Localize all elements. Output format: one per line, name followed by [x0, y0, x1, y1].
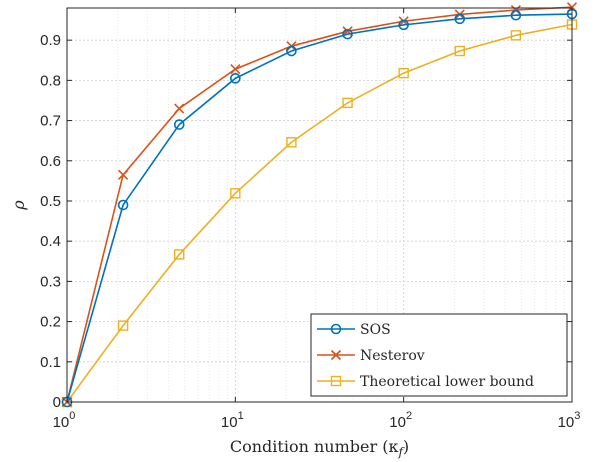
y-tick-label: 0.3	[40, 273, 61, 290]
point-marker	[454, 45, 465, 57]
ticks: 0 0.1 0.2 0.3 0.4 0.5 0.6 0.7 0.8 0.9 100 101 102 103	[40, 8, 580, 431]
point-marker	[118, 169, 129, 180]
y-tick-label: 0.6	[40, 153, 61, 170]
legend: SOS Nesterov Theoretical lower bound	[310, 313, 568, 397]
legend-label: Theoretical lower bound	[360, 374, 534, 390]
point-marker	[454, 13, 466, 25]
legend-item: SOS	[317, 322, 391, 338]
point-marker	[342, 28, 353, 40]
y-tick-label: 0.7	[40, 113, 61, 130]
series-line	[66, 6, 573, 403]
series-line	[66, 23, 573, 403]
x-tick-label: 101	[221, 410, 244, 431]
y-tick-label: 0.9	[40, 32, 61, 49]
legend-label: SOS	[360, 322, 391, 338]
point-marker	[230, 64, 241, 75]
point-marker	[117, 199, 129, 211]
point-marker	[330, 375, 342, 387]
legend-item: Nesterov	[317, 348, 425, 364]
point-marker	[230, 188, 241, 199]
series-sos	[61, 8, 578, 408]
point-marker	[398, 67, 409, 79]
series-layer	[61, 2, 578, 408]
point-marker	[398, 19, 409, 31]
point-marker	[330, 349, 342, 361]
point-marker	[174, 103, 185, 114]
series-line	[66, 13, 573, 403]
point-marker	[510, 9, 522, 21]
y-tick-label: 0.5	[40, 193, 61, 210]
point-marker	[510, 30, 522, 41]
point-marker	[230, 73, 241, 84]
point-marker	[342, 97, 353, 109]
plot-frame	[66, 7, 573, 403]
y-tick-label: 0.2	[40, 314, 61, 331]
series-theoretical-lower-bound	[61, 19, 578, 408]
point-marker	[173, 119, 185, 130]
y-tick-label: 0.8	[40, 72, 61, 89]
point-marker	[286, 137, 297, 148]
x-tick-label: 102	[389, 410, 412, 431]
y-tick-label: 0	[53, 394, 61, 411]
y-axis-label: ρ	[9, 200, 28, 211]
legend-item: Theoretical lower bound	[317, 374, 534, 390]
point-marker	[286, 45, 297, 57]
x-axis-label: Condition number (κf)	[230, 437, 409, 459]
legend-label: Nesterov	[360, 348, 425, 364]
x-tick-label: 100	[53, 410, 76, 431]
point-marker	[174, 249, 185, 260]
y-tick-label: 0.1	[40, 354, 61, 371]
point-marker	[117, 320, 129, 331]
point-marker	[330, 323, 342, 335]
x-tick-label: 103	[558, 410, 581, 431]
y-tick-label: 0.4	[40, 233, 61, 250]
